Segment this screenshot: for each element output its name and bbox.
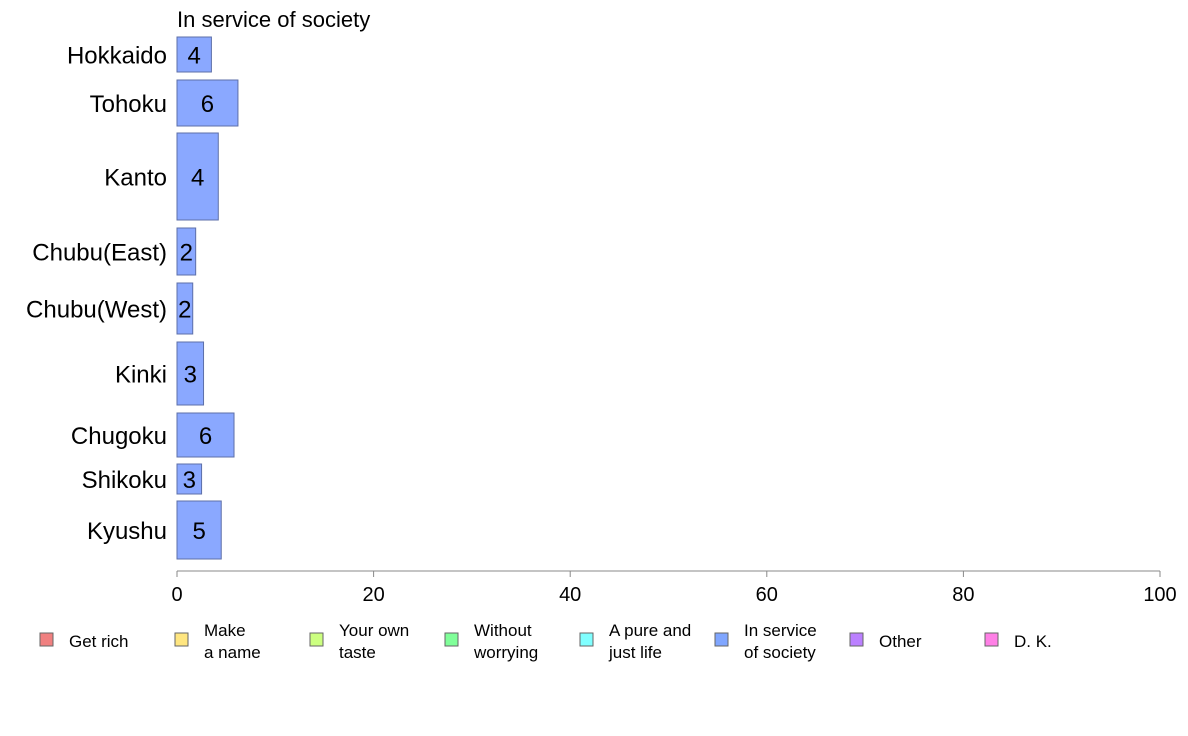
bar-value-label: 6: [201, 91, 214, 118]
legend-label: Your own: [339, 621, 409, 640]
bar: [176, 79, 239, 127]
x-tick-label: 100: [1143, 584, 1176, 606]
legend-item: Other: [849, 632, 922, 651]
bar: [176, 36, 212, 73]
bar: [176, 463, 203, 495]
bar: [176, 341, 205, 406]
legend-swatch: [444, 632, 459, 647]
legend-label: D. K.: [1014, 632, 1052, 651]
bar: [176, 227, 197, 276]
legend-swatch: [714, 632, 729, 647]
legend-label: of society: [744, 643, 816, 662]
category-label: Shikoku: [82, 467, 167, 494]
x-tick-label: 40: [559, 584, 581, 606]
legend-label: In service: [744, 621, 817, 640]
legend-swatch: [579, 632, 594, 647]
legend-label: a name: [204, 643, 261, 662]
legend-label: worrying: [473, 643, 538, 662]
x-tick-label: 0: [171, 584, 182, 606]
bar: [176, 412, 235, 458]
chart-title: In service of society: [177, 7, 370, 32]
legend-item: A pure and just life: [579, 621, 691, 662]
legend: Get rich Make a name Your own taste Without wo…: [39, 621, 1052, 662]
category-label: Chugoku: [71, 423, 167, 450]
legend-label: just life: [608, 643, 662, 662]
legend-label: Without: [474, 621, 532, 640]
bar: [176, 132, 219, 221]
bar-value-label: 5: [192, 518, 205, 545]
x-axis: 0 20 40 60 80 100: [171, 570, 1177, 606]
legend-label: Other: [879, 632, 922, 651]
legend-label: A pure and: [609, 621, 691, 640]
legend-label: Make: [204, 621, 246, 640]
category-label: Chubu(East): [32, 240, 167, 267]
category-label: Kinki: [115, 362, 167, 389]
legend-swatch: [849, 632, 864, 647]
legend-label: taste: [339, 643, 376, 662]
legend-item: Your own taste: [309, 621, 409, 662]
x-tick-label: 60: [756, 584, 778, 606]
bar: [176, 500, 222, 560]
legend-swatch: [174, 632, 189, 647]
bar-value-label: 4: [188, 43, 201, 70]
legend-item: Make a name: [174, 621, 261, 662]
bar-value-label: 6: [199, 423, 212, 450]
x-tick-label: 20: [362, 584, 384, 606]
bar-group: Hokkaido 4 Tohoku 6 Kanto 4 Chubu(East) 2 Chubu(…: [26, 36, 239, 560]
bar-value-label: 3: [183, 467, 196, 494]
legend-item: In service of society: [714, 621, 817, 662]
bar-value-label: 4: [191, 165, 204, 192]
category-label: Chubu(West): [26, 297, 167, 324]
category-label: Tohoku: [90, 91, 167, 118]
x-tick-label: 80: [952, 584, 974, 606]
category-label: Hokkaido: [67, 43, 167, 70]
bar-value-label: 2: [178, 297, 191, 324]
legend-label: Get rich: [69, 632, 129, 651]
legend-item: Without worrying: [444, 621, 538, 662]
legend-item: D. K.: [984, 632, 1052, 651]
legend-swatch: [984, 632, 999, 647]
bar-value-label: 2: [180, 240, 193, 267]
bar-value-label: 3: [184, 362, 197, 389]
bar: [176, 282, 194, 335]
legend-swatch: [39, 632, 54, 647]
category-label: Kyushu: [87, 518, 167, 545]
category-label: Kanto: [104, 165, 167, 192]
legend-item: Get rich: [39, 632, 129, 651]
legend-swatch: [309, 632, 324, 647]
